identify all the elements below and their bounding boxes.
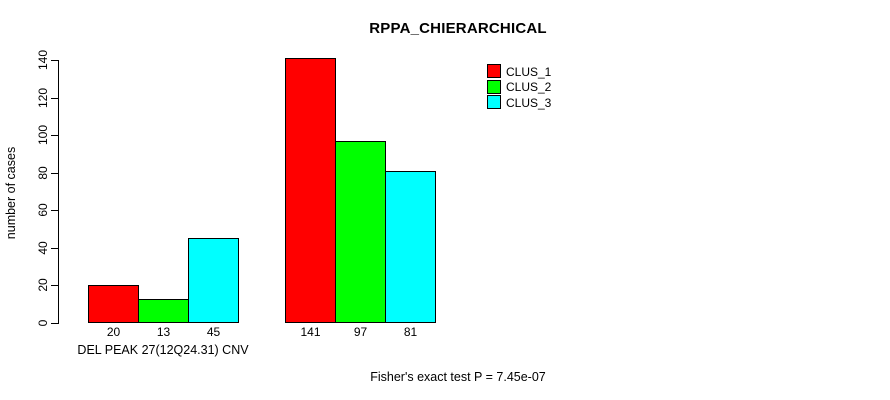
bar-clus_1-group-1 bbox=[88, 285, 139, 323]
y-axis-tick-label: 60 bbox=[36, 203, 50, 217]
y-axis-tick-label: 0 bbox=[36, 319, 50, 327]
y-axis-tick bbox=[51, 210, 58, 212]
y-axis-tick-label: 80 bbox=[36, 166, 50, 180]
bar-value-label: 81 bbox=[403, 325, 418, 339]
y-axis-line bbox=[58, 60, 59, 324]
y-axis-tick-label: 20 bbox=[36, 278, 50, 293]
legend-label-clus_2: CLUS_2 bbox=[506, 80, 552, 94]
y-axis-tick bbox=[51, 135, 58, 137]
x-axis-group-label: DEL PEAK 27(12Q24.31) CNV bbox=[77, 343, 249, 357]
bar-value-label: 13 bbox=[156, 325, 171, 339]
bar-clus_2-group-2 bbox=[335, 140, 386, 323]
y-axis-tick bbox=[51, 323, 58, 324]
y-axis-tick bbox=[51, 172, 58, 174]
bar-value-label: 97 bbox=[353, 325, 368, 339]
legend-label-clus_3: CLUS_3 bbox=[506, 95, 552, 110]
y-axis-tick-label: 40 bbox=[36, 241, 50, 255]
y-axis-tick-label: 100 bbox=[36, 125, 50, 146]
y-axis-tick-label: 140 bbox=[36, 49, 50, 71]
bar-clus_3-group-1 bbox=[188, 238, 239, 323]
y-axis-tick bbox=[51, 60, 58, 61]
bar-clus_2-group-1 bbox=[138, 298, 189, 323]
bar-value-label: 45 bbox=[206, 325, 221, 339]
bar-value-label: 141 bbox=[300, 325, 321, 339]
legend-swatch-clus_2 bbox=[487, 79, 501, 94]
legend-label-clus_1: CLUS_1 bbox=[506, 64, 552, 79]
y-axis-tick bbox=[51, 247, 58, 249]
legend-swatch-clus_1 bbox=[487, 64, 501, 78]
bar-clus_1-group-2 bbox=[285, 58, 336, 323]
bar-value-label: 20 bbox=[106, 325, 121, 339]
chart-title: RPPA_CHIERARCHICAL bbox=[369, 20, 547, 37]
y-axis-tick bbox=[51, 97, 58, 99]
y-axis-label: number of cases bbox=[4, 146, 18, 240]
y-axis-tick-label: 120 bbox=[36, 87, 50, 108]
legend-swatch-clus_3 bbox=[487, 95, 501, 109]
footnote-fisher-test: Fisher's exact test P = 7.45e-07 bbox=[370, 370, 546, 384]
bar-clus_3-group-2 bbox=[385, 170, 436, 323]
y-axis-tick bbox=[51, 285, 58, 287]
